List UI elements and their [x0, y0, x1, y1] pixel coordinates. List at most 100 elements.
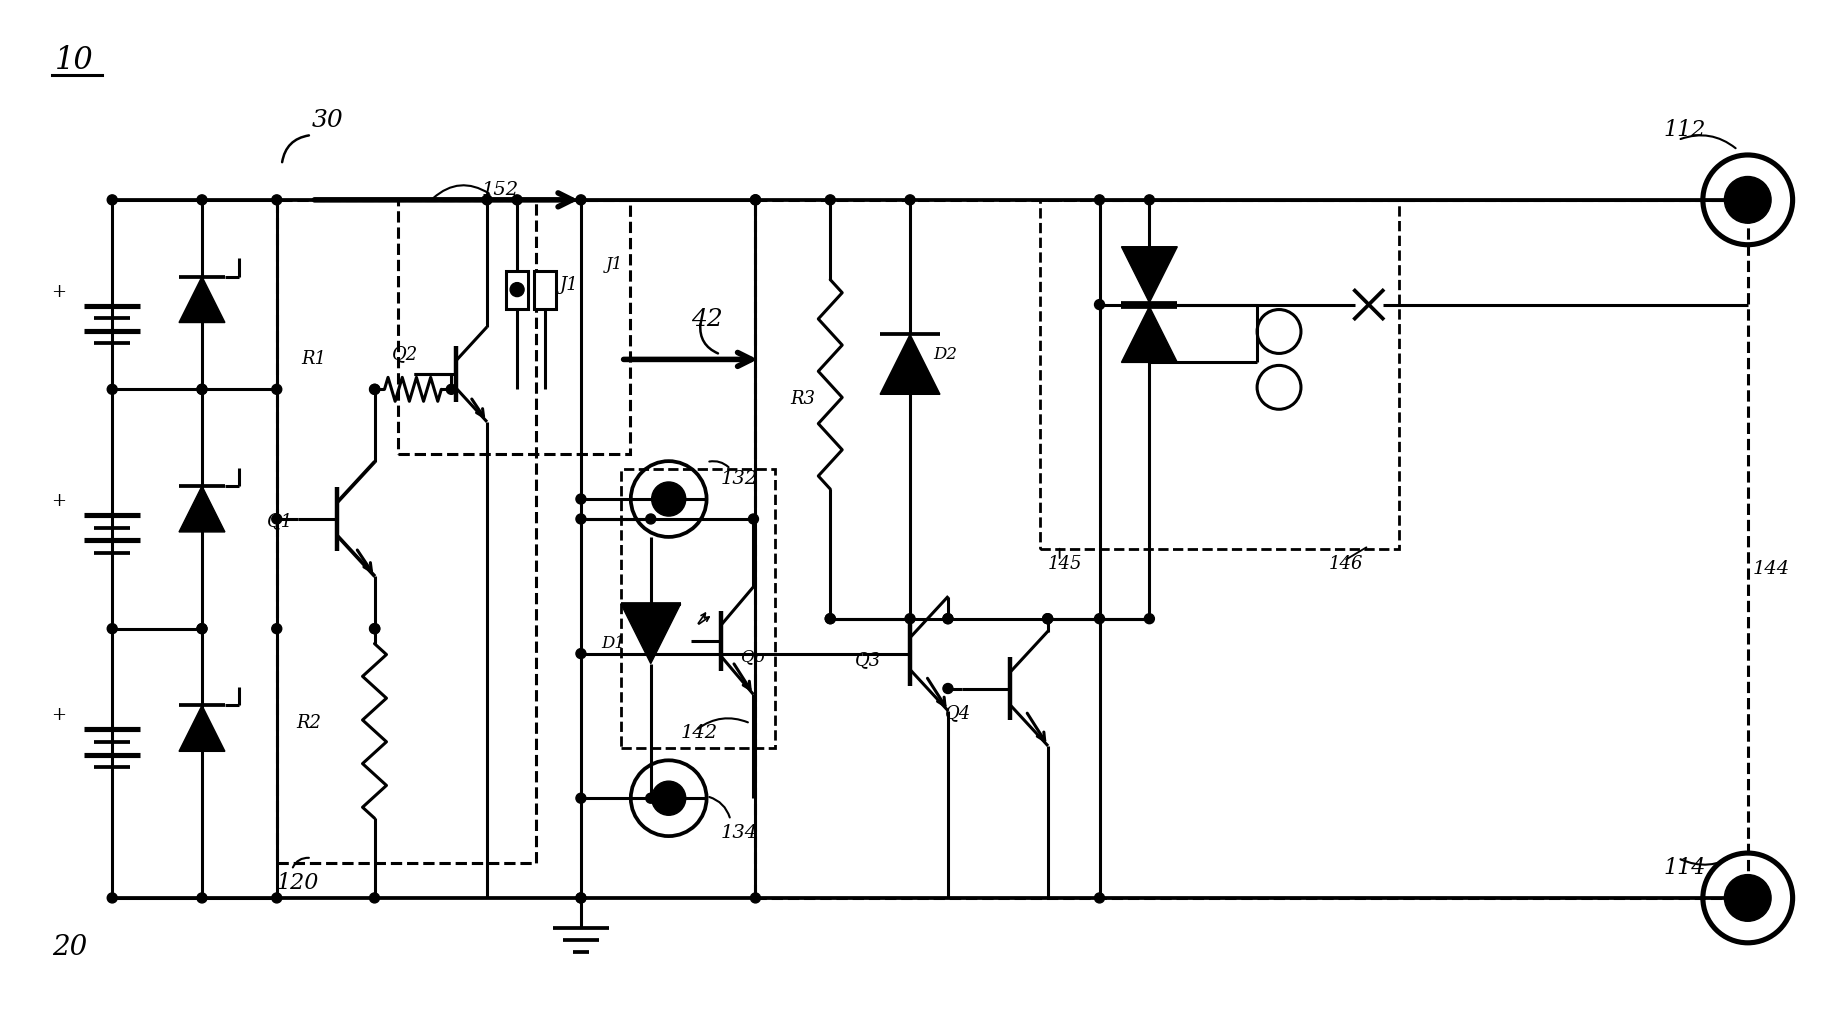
Circle shape — [576, 893, 585, 903]
Text: 10: 10 — [54, 45, 92, 75]
Text: 120: 120 — [277, 872, 320, 894]
Circle shape — [1095, 613, 1105, 624]
Text: Q1: Q1 — [266, 512, 294, 530]
Circle shape — [272, 195, 283, 205]
Circle shape — [1145, 195, 1154, 205]
Circle shape — [1725, 176, 1771, 223]
Circle shape — [576, 893, 585, 903]
Circle shape — [576, 195, 585, 205]
Circle shape — [826, 195, 835, 205]
Circle shape — [750, 195, 761, 205]
Circle shape — [646, 514, 656, 524]
Circle shape — [107, 384, 116, 394]
Polygon shape — [1121, 307, 1177, 363]
Text: D1: D1 — [600, 635, 624, 652]
Circle shape — [646, 793, 656, 803]
Circle shape — [369, 624, 379, 634]
Circle shape — [510, 282, 525, 297]
Circle shape — [826, 613, 835, 624]
Circle shape — [1145, 613, 1154, 624]
Circle shape — [198, 384, 207, 394]
Text: 114: 114 — [1662, 857, 1705, 879]
Circle shape — [750, 195, 761, 205]
Circle shape — [944, 684, 953, 694]
Text: 146: 146 — [1328, 555, 1363, 573]
Text: 20: 20 — [52, 934, 87, 961]
Text: Q3: Q3 — [855, 651, 881, 669]
Circle shape — [272, 624, 283, 634]
Circle shape — [944, 613, 953, 624]
Polygon shape — [179, 276, 225, 322]
Text: 144: 144 — [1753, 559, 1790, 578]
Circle shape — [1095, 195, 1105, 205]
Text: +: + — [50, 282, 66, 301]
Text: R1: R1 — [301, 351, 327, 369]
Circle shape — [750, 893, 761, 903]
Circle shape — [198, 893, 207, 903]
Circle shape — [944, 613, 953, 624]
Bar — [1040, 200, 1398, 549]
Circle shape — [576, 649, 585, 658]
Circle shape — [369, 384, 380, 394]
Circle shape — [1095, 300, 1105, 310]
Circle shape — [198, 195, 207, 205]
Text: 132: 132 — [720, 470, 757, 488]
Polygon shape — [179, 486, 225, 532]
Circle shape — [905, 613, 914, 624]
Circle shape — [198, 624, 207, 634]
Circle shape — [652, 482, 685, 516]
Text: Q2: Q2 — [392, 345, 417, 364]
Circle shape — [369, 384, 379, 394]
Text: R3: R3 — [791, 390, 815, 409]
Polygon shape — [881, 334, 940, 394]
Text: +: + — [50, 492, 66, 511]
Circle shape — [576, 494, 585, 504]
Circle shape — [369, 624, 380, 634]
Circle shape — [512, 195, 523, 205]
Circle shape — [272, 893, 283, 903]
Text: R2: R2 — [297, 714, 321, 733]
Text: J1: J1 — [606, 256, 622, 273]
Circle shape — [482, 195, 491, 205]
Bar — [621, 469, 776, 748]
Circle shape — [369, 893, 379, 903]
Circle shape — [905, 195, 914, 205]
Circle shape — [107, 195, 116, 205]
Text: +: + — [50, 706, 66, 725]
Text: 134: 134 — [720, 824, 757, 842]
Bar — [399, 200, 630, 454]
Bar — [506, 271, 528, 309]
Circle shape — [107, 893, 116, 903]
Polygon shape — [1121, 247, 1177, 303]
Text: Qo: Qo — [741, 648, 765, 665]
Polygon shape — [179, 705, 225, 751]
Text: Q4: Q4 — [946, 704, 972, 722]
Bar — [277, 200, 536, 863]
Bar — [755, 200, 1747, 898]
Circle shape — [272, 514, 283, 524]
Circle shape — [1044, 613, 1053, 624]
Circle shape — [198, 624, 207, 634]
Text: 145: 145 — [1047, 555, 1082, 573]
Circle shape — [576, 793, 585, 803]
Circle shape — [272, 384, 283, 394]
Text: 142: 142 — [682, 725, 718, 743]
Text: 30: 30 — [312, 109, 344, 131]
Circle shape — [1725, 874, 1771, 921]
Text: J1: J1 — [560, 275, 578, 293]
Circle shape — [107, 624, 116, 634]
Text: D2: D2 — [933, 345, 957, 363]
Circle shape — [652, 782, 685, 815]
Circle shape — [447, 384, 456, 394]
Text: 152: 152 — [482, 181, 519, 199]
Circle shape — [198, 384, 207, 394]
Bar — [534, 271, 556, 309]
Circle shape — [1095, 893, 1105, 903]
Circle shape — [748, 514, 759, 524]
Text: 42: 42 — [691, 308, 722, 331]
Polygon shape — [621, 603, 682, 663]
Circle shape — [1044, 613, 1053, 624]
Circle shape — [576, 514, 585, 524]
Text: 112: 112 — [1662, 119, 1705, 141]
Circle shape — [826, 613, 835, 624]
